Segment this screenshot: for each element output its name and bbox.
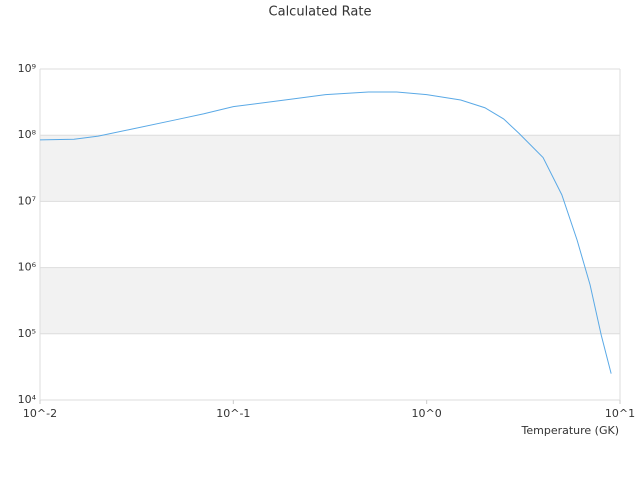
x-tick-label: 10^0	[412, 407, 442, 420]
x-tick-label: 10^1	[605, 407, 635, 420]
y-tick-label: 10⁶	[18, 261, 37, 274]
y-tick-label: 10⁵	[18, 327, 36, 340]
band	[40, 135, 620, 202]
y-tick-label: 10⁷	[18, 194, 36, 207]
chart-title: Calculated Rate	[269, 5, 372, 20]
y-tick-label: 10⁴	[18, 393, 37, 406]
y-tick-label: 10⁹	[18, 62, 36, 75]
band	[40, 267, 620, 334]
series-line	[39, 91, 612, 374]
x-tick-label: 10^-1	[216, 407, 250, 420]
y-tick-label: 10⁸	[18, 128, 37, 141]
x-axis-label: Temperature (GK)	[521, 424, 620, 437]
x-tick-label: 10^-2	[23, 407, 57, 420]
